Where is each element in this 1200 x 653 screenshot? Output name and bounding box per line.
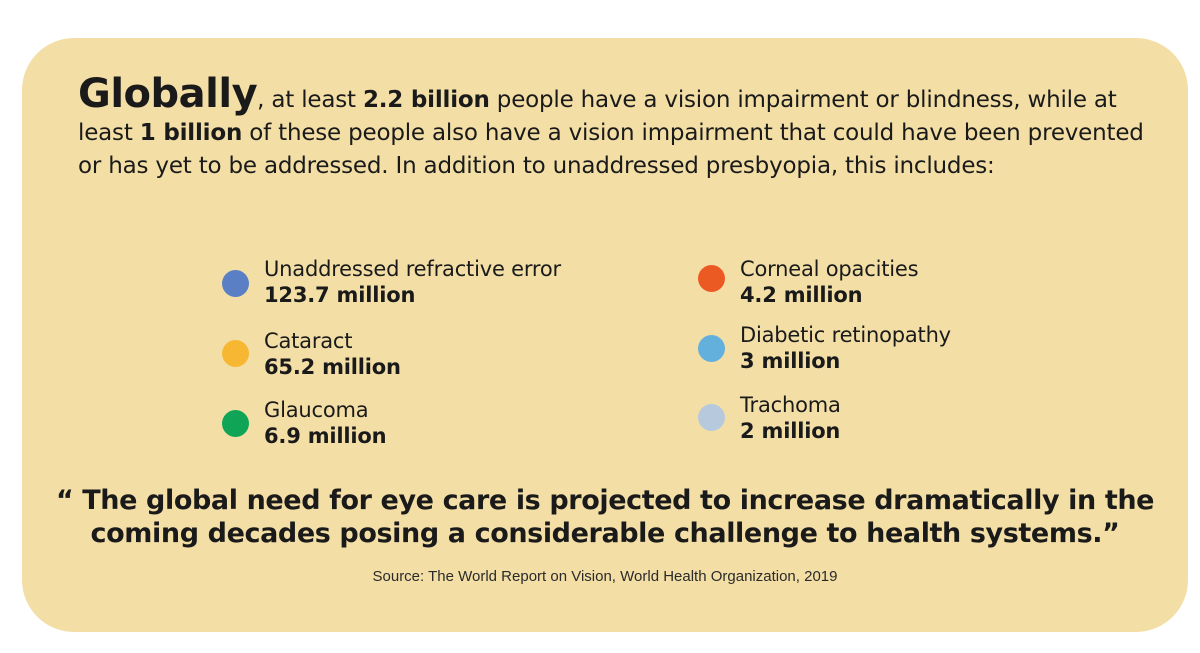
source-citation: Source: The World Report on Vision, Worl…: [372, 568, 838, 585]
intro-lead: Globally: [78, 71, 258, 117]
intro-text-2: people have a vision impairment or blind…: [78, 87, 1117, 146]
cause-item-trachoma: Trachoma 2 million: [698, 392, 1078, 452]
cataract-dot-icon: [222, 340, 249, 367]
cause-value: 6.9 million: [264, 424, 387, 448]
cause-name: Glaucoma: [264, 398, 369, 422]
cause-item-corneal-opacities: Corneal opacities 4.2 million: [698, 256, 1078, 316]
cause-value: 65.2 million: [264, 355, 401, 379]
cause-item-glaucoma: Glaucoma 6.9 million: [222, 397, 602, 457]
cause-item-cataract: Cataract 65.2 million: [222, 328, 602, 388]
causes-list: Unaddressed refractive error 123.7 milli…: [222, 256, 1022, 456]
cause-value: 2 million: [740, 419, 841, 443]
cause-item-diabetic-retinopathy: Diabetic retinopathy 3 million: [698, 322, 1078, 382]
refractive-error-dot-icon: [222, 270, 249, 297]
cause-name: Unaddressed refractive error: [264, 257, 561, 281]
intro-highlight-total: 2.2 billion: [362, 87, 490, 113]
cause-name: Diabetic retinopathy: [740, 323, 951, 347]
cause-name: Trachoma: [740, 393, 841, 417]
diabetic-retinopathy-dot-icon: [698, 335, 725, 362]
intro-text-1: , at least: [257, 87, 363, 113]
cause-value: 4.2 million: [740, 283, 863, 307]
cause-item-refractive-error: Unaddressed refractive error 123.7 milli…: [222, 256, 602, 316]
quote-text: “ The global need for eye care is projec…: [55, 485, 1155, 549]
cause-value: 3 million: [740, 349, 841, 373]
intro-paragraph: Globally, at least 2.2 billion people ha…: [78, 74, 1158, 183]
cause-name: Cataract: [264, 329, 353, 353]
glaucoma-dot-icon: [222, 410, 249, 437]
trachoma-dot-icon: [698, 404, 725, 431]
corneal-opacities-dot-icon: [698, 265, 725, 292]
cause-value: 123.7 million: [264, 283, 416, 307]
intro-text-3: of these people also have a vision impai…: [78, 120, 1144, 179]
cause-name: Corneal opacities: [740, 257, 919, 281]
intro-highlight-preventable: 1 billion: [139, 120, 243, 146]
infographic-card: Globally, at least 2.2 billion people ha…: [22, 38, 1188, 632]
